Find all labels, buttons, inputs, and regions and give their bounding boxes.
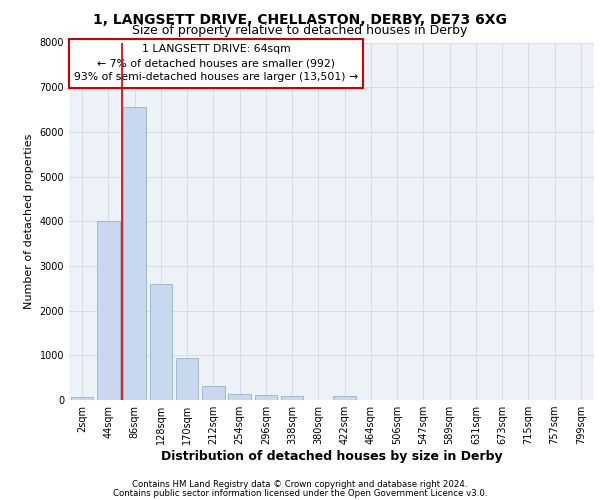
Bar [176,358,198,400]
X-axis label: Distribution of detached houses by size in Derby: Distribution of detached houses by size … [161,450,502,463]
Text: 1 LANGSETT DRIVE: 64sqm
← 7% of detached houses are smaller (992)
93% of semi-de: 1 LANGSETT DRIVE: 64sqm ← 7% of detached… [74,44,358,82]
Bar [334,396,356,400]
Text: Contains public sector information licensed under the Open Government Licence v3: Contains public sector information licen… [113,488,487,498]
Text: 1, LANGSETT DRIVE, CHELLASTON, DERBY, DE73 6XG: 1, LANGSETT DRIVE, CHELLASTON, DERBY, DE… [93,12,507,26]
Bar [97,221,119,400]
Bar [71,397,93,400]
Text: Contains HM Land Registry data © Crown copyright and database right 2024.: Contains HM Land Registry data © Crown c… [132,480,468,489]
Text: Size of property relative to detached houses in Derby: Size of property relative to detached ho… [133,24,467,37]
Bar [255,394,277,400]
Bar [229,394,251,400]
Bar [124,108,146,400]
Y-axis label: Number of detached properties: Number of detached properties [24,134,34,309]
Bar [202,386,224,400]
Bar [281,396,303,400]
Bar [150,284,172,400]
